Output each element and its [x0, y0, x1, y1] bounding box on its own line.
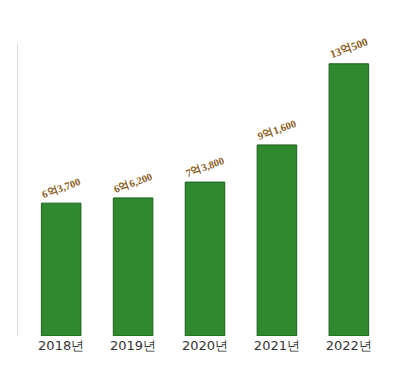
- svg-text:7억3,800: 7억3,800: [184, 155, 225, 179]
- svg-text:2020년: 2020년: [182, 338, 228, 353]
- svg-text:2019년: 2019년: [110, 338, 156, 353]
- svg-text:13억500: 13억500: [328, 35, 369, 60]
- svg-text:6억6,200: 6억6,200: [112, 171, 153, 195]
- svg-text:2022년: 2022년: [326, 338, 372, 353]
- svg-text:9억1,600: 9억1,600: [256, 118, 297, 142]
- svg-text:6억3,700: 6억3,700: [41, 176, 82, 200]
- svg-text:2018년: 2018년: [38, 338, 84, 353]
- svg-text:2021년: 2021년: [254, 338, 300, 353]
